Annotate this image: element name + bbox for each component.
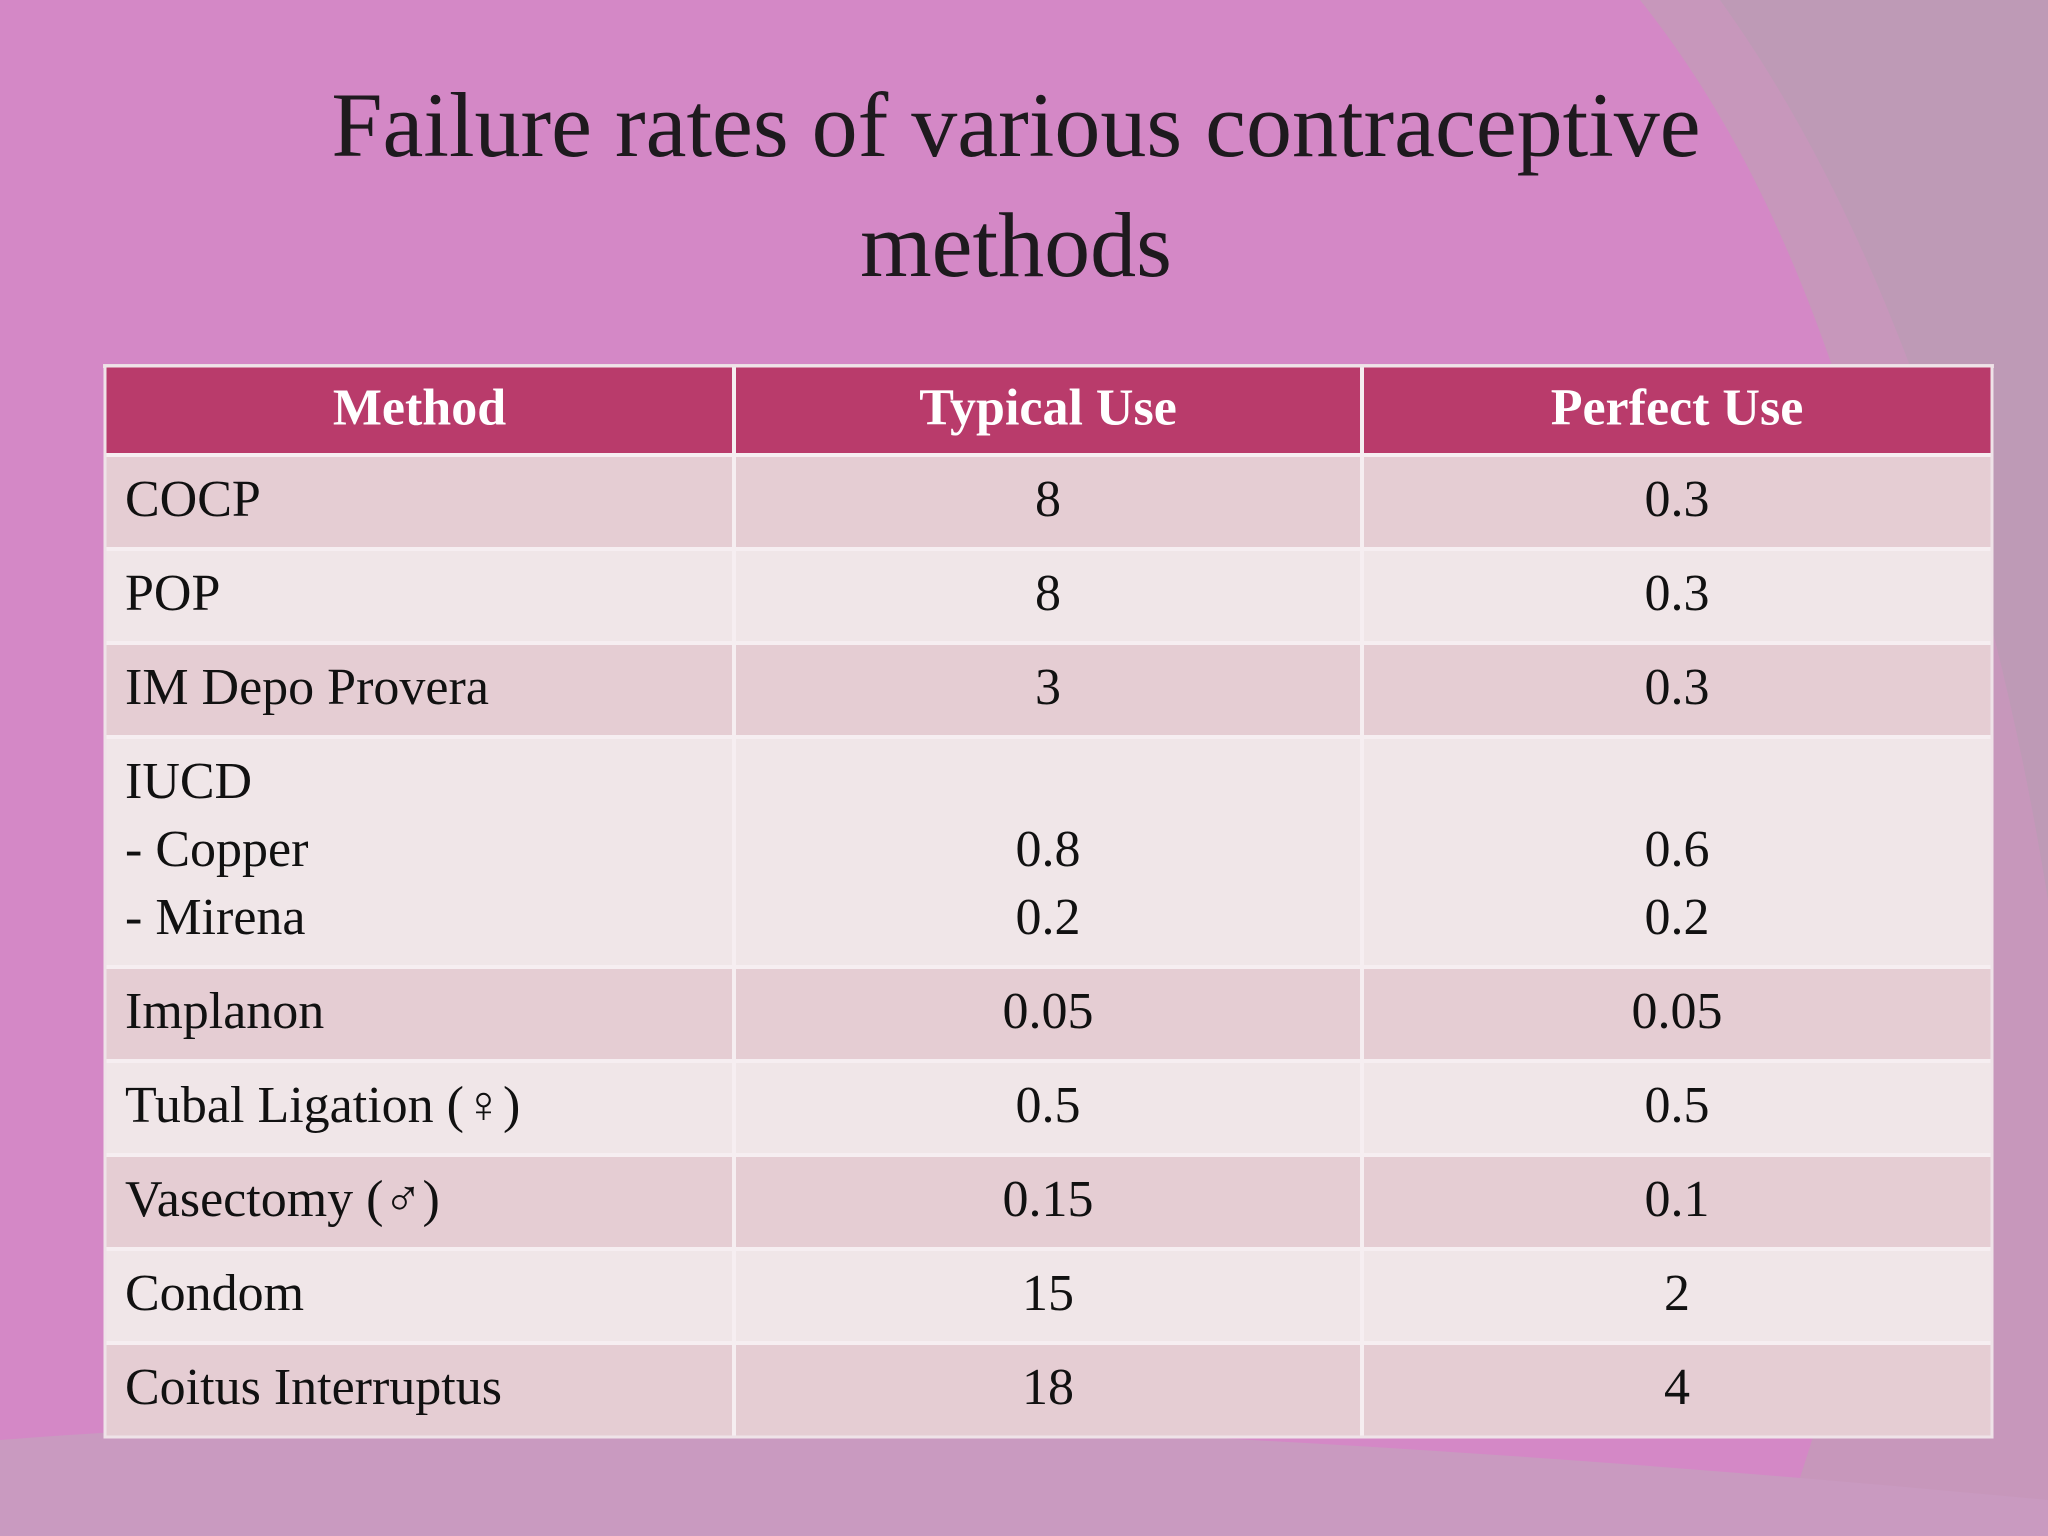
header-cell: Typical Use [919,379,1177,436]
method-cell: Vasectomy (♂) [125,1171,440,1228]
method-cell: Tubal Ligation (♀) [125,1077,520,1134]
rate-cell: 0.8 [1016,821,1081,878]
method-cell: - Mirena [125,889,305,946]
rate-cell: 15 [1022,1265,1074,1322]
method-cell: Implanon [125,983,324,1040]
table-row [105,1343,1992,1437]
rate-cell: 18 [1022,1359,1074,1416]
rate-cell: 4 [1664,1359,1690,1416]
header-row [105,366,1992,455]
rate-cell: 3 [1035,659,1061,716]
table-row [105,1155,1992,1249]
method-cell: Coitus Interruptus [125,1359,502,1416]
rate-cell: 0.1 [1645,1171,1710,1228]
rate-cell: 0.3 [1645,659,1710,716]
decor-shape [0,1420,2048,1536]
rate-cell: 2 [1664,1265,1690,1322]
header-cell: Perfect Use [1551,379,1804,436]
rate-cell: 8 [1035,471,1061,528]
method-cell: IM Depo Provera [125,659,489,716]
rate-cell: 0.3 [1645,471,1710,528]
method-cell: POP [125,565,220,622]
table-row [105,549,1992,643]
rate-cell: 0.5 [1016,1077,1081,1134]
rate-cell: 0.2 [1645,889,1710,946]
table-row [105,1249,1992,1343]
header-cell: Method [333,379,506,436]
rate-cell: 0.05 [1632,983,1723,1040]
method-cell: Condom [125,1265,304,1322]
table-row [105,967,1992,1061]
method-cell: COCP [125,471,261,528]
table-border [103,364,1994,1439]
rate-cell: 0.05 [1003,983,1094,1040]
method-cell: IUCD [125,753,252,810]
rate-cell: 8 [1035,565,1061,622]
rate-cell: 0.6 [1645,821,1710,878]
table-row [105,455,1992,549]
table-row [105,643,1992,737]
decor-shape [1720,0,2048,900]
rate-cell: 0.5 [1645,1077,1710,1134]
method-cell: - Copper [125,821,308,878]
rate-cell: 0.2 [1016,889,1081,946]
table-row [105,1061,1992,1155]
title: Failure rates of various contraceptive me… [331,74,1700,296]
rate-cell: 0.15 [1003,1171,1094,1228]
table: Method Typical Use Perfect Use COCP 8 0.3 POP 8… [103,364,1994,1439]
table-row [105,737,1992,967]
rate-cell: 0.3 [1645,565,1710,622]
